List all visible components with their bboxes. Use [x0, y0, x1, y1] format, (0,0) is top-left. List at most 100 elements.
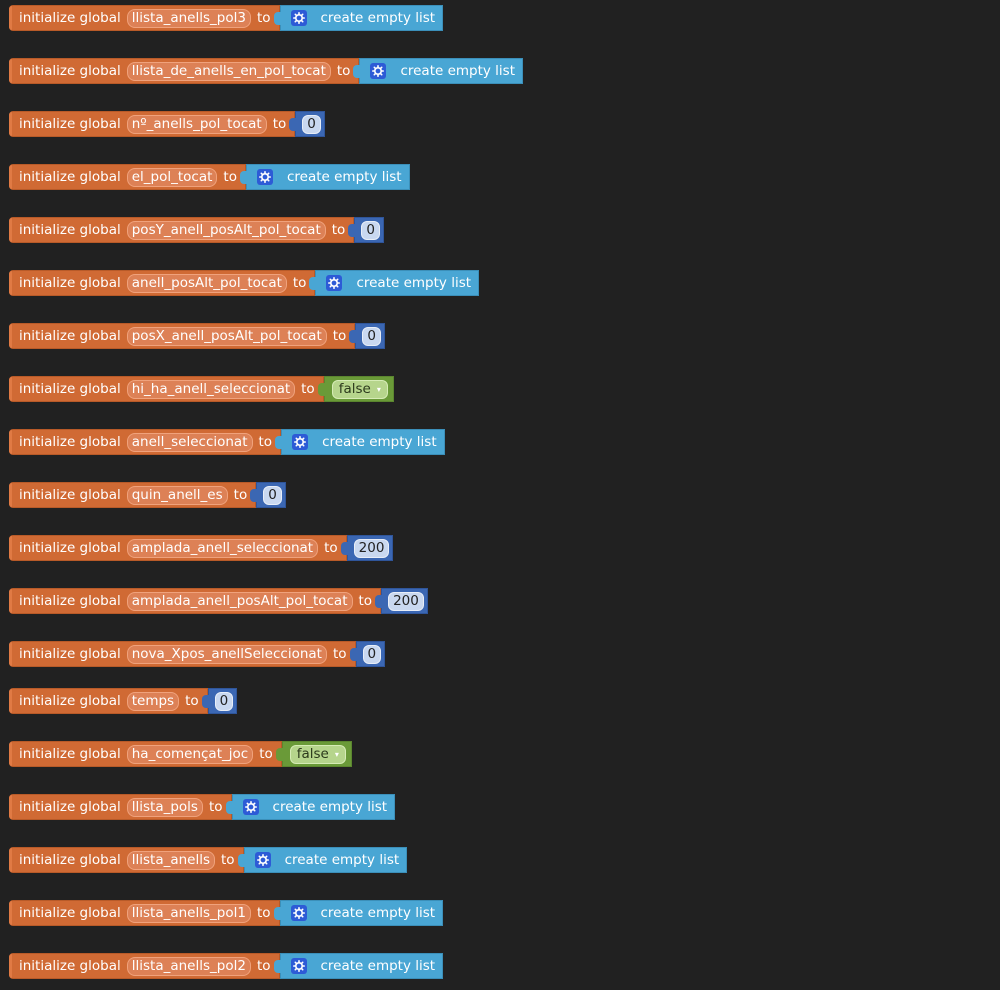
- boolean-block[interactable]: false ▾: [317, 376, 394, 402]
- create-empty-list-label: create empty list: [286, 169, 402, 185]
- number-value-field[interactable]: 0: [214, 691, 234, 711]
- number-block[interactable]: 0: [289, 111, 325, 137]
- gear-icon[interactable]: [242, 799, 259, 815]
- number-value-field[interactable]: 0: [362, 326, 381, 346]
- variable-name-field[interactable]: posY_anell_posAlt_pol_tocat: [126, 220, 326, 240]
- gear-icon[interactable]: [290, 10, 307, 26]
- global-variable-block[interactable]: initialize global quin_anell_es to 0: [9, 482, 286, 508]
- number-value-field[interactable]: 0: [302, 114, 321, 134]
- variable-name-field[interactable]: anell_posAlt_pol_tocat: [126, 273, 287, 293]
- initialize-global-block[interactable]: initialize global amplada_anell_seleccion…: [9, 535, 347, 561]
- initialize-global-block[interactable]: initialize global llista_anells to: [9, 847, 244, 873]
- to-label: to: [256, 958, 271, 974]
- global-variable-block[interactable]: initialize global temps to 0: [9, 688, 238, 714]
- initialize-global-block[interactable]: initialize global nova_Xpos_anellSeleccio…: [9, 641, 356, 667]
- global-variable-block[interactable]: initialize global anell_posAlt_pol_tocat t…: [9, 270, 480, 296]
- variable-name-field[interactable]: llista_anells: [126, 850, 216, 870]
- boolean-block[interactable]: false ▾: [275, 741, 352, 767]
- global-variable-block[interactable]: initialize global llista_anells to create e…: [9, 847, 408, 873]
- create-empty-list-block[interactable]: create empty list: [353, 58, 524, 84]
- gear-icon[interactable]: [254, 852, 271, 868]
- initialize-global-block[interactable]: initialize global el_pol_tocat to: [9, 164, 246, 190]
- global-variable-block[interactable]: initialize global amplada_anell_posAlt_po…: [9, 588, 428, 614]
- number-value-field[interactable]: 0: [361, 220, 380, 240]
- initialize-global-block[interactable]: initialize global hi_ha_anell_seleccionat…: [9, 376, 324, 402]
- number-block[interactable]: 0: [349, 641, 386, 667]
- create-empty-list-block[interactable]: create empty list: [225, 794, 396, 820]
- boolean-dropdown[interactable]: false ▾: [289, 744, 346, 764]
- global-variable-block[interactable]: initialize global nova_Xpos_anellSeleccio…: [9, 641, 386, 667]
- create-empty-list-block[interactable]: create empty list: [273, 5, 444, 31]
- gear-icon[interactable]: [292, 434, 309, 450]
- create-empty-list-block[interactable]: create empty list: [273, 953, 444, 979]
- initialize-global-block[interactable]: initialize global llista_de_anells_en_pol…: [9, 58, 360, 84]
- initialize-global-block[interactable]: initialize global llista_anells_pol3 to: [9, 5, 280, 31]
- gear-icon[interactable]: [256, 169, 273, 185]
- variable-name-field[interactable]: posX_anell_posAlt_pol_tocat: [126, 326, 327, 346]
- create-empty-list-block[interactable]: create empty list: [309, 270, 480, 296]
- global-variable-block[interactable]: initialize global llista_pols to create emp…: [9, 794, 396, 820]
- initialize-global-block[interactable]: initialize global anell_seleccionat to: [9, 429, 282, 455]
- variable-name-field[interactable]: nº_anells_pol_tocat: [126, 114, 267, 134]
- variable-name-field[interactable]: amplada_anell_posAlt_pol_tocat: [126, 591, 353, 611]
- variable-name-field[interactable]: llista_pols: [126, 797, 203, 817]
- variable-name-field[interactable]: nova_Xpos_anellSeleccionat: [126, 644, 327, 664]
- global-variable-block[interactable]: initialize global ha_començat_joc to false ▾: [9, 741, 352, 767]
- initialize-global-block[interactable]: initialize global quin_anell_es to: [9, 482, 257, 508]
- boolean-dropdown[interactable]: false ▾: [331, 379, 388, 399]
- variable-name-field[interactable]: llista_anells_pol2: [126, 956, 251, 976]
- initialize-global-block[interactable]: initialize global ha_començat_joc to: [9, 741, 282, 767]
- global-variable-block[interactable]: initialize global posX_anell_posAlt_pol_t…: [9, 323, 385, 349]
- number-block[interactable]: 0: [201, 688, 238, 714]
- create-empty-list-block[interactable]: create empty list: [273, 900, 444, 926]
- gear-icon[interactable]: [370, 63, 387, 79]
- initialize-global-label: initialize global: [19, 799, 121, 815]
- variable-name-field[interactable]: llista_anells_pol1: [126, 903, 251, 923]
- number-value-field[interactable]: 0: [362, 644, 382, 664]
- global-variable-block[interactable]: initialize global hi_ha_anell_seleccionat…: [9, 376, 394, 402]
- initialize-global-block[interactable]: initialize global llista_pols to: [9, 794, 232, 820]
- variable-name-field[interactable]: ha_començat_joc: [126, 744, 254, 764]
- global-variable-block[interactable]: initialize global amplada_anell_seleccion…: [9, 535, 394, 561]
- variable-name-field[interactable]: el_pol_tocat: [126, 167, 218, 187]
- gear-icon[interactable]: [326, 275, 343, 291]
- initialize-global-block[interactable]: initialize global posX_anell_posAlt_pol_t…: [9, 323, 356, 349]
- create-empty-list-block[interactable]: create empty list: [239, 164, 410, 190]
- initialize-global-block[interactable]: initialize global amplada_anell_posAlt_po…: [9, 588, 382, 614]
- global-variable-block[interactable]: initialize global nº_anells_pol_tocat to 0: [9, 111, 325, 137]
- global-variable-block[interactable]: initialize global llista_anells_pol1 to cre…: [9, 900, 444, 926]
- global-variable-block[interactable]: initialize global posY_anell_posAlt_pol_t…: [9, 217, 384, 243]
- initialize-global-block[interactable]: initialize global anell_posAlt_pol_tocat t…: [9, 270, 316, 296]
- global-variable-block[interactable]: initialize global anell_seleccionat to crea…: [9, 429, 445, 455]
- gear-icon[interactable]: [290, 905, 307, 921]
- variable-name-field[interactable]: quin_anell_es: [126, 485, 228, 505]
- number-value-field[interactable]: 0: [263, 485, 282, 505]
- initialize-global-block[interactable]: initialize global llista_anells_pol2 to: [9, 953, 280, 979]
- number-block[interactable]: 0: [348, 217, 384, 243]
- variable-name-field[interactable]: anell_seleccionat: [126, 432, 253, 452]
- variable-name-field[interactable]: temps: [126, 691, 180, 711]
- initialize-global-label: initialize global: [19, 116, 121, 132]
- initialize-global-block[interactable]: initialize global temps to: [9, 688, 208, 714]
- create-empty-list-block[interactable]: create empty list: [237, 847, 408, 873]
- initialize-global-block[interactable]: initialize global llista_anells_pol1 to: [9, 900, 280, 926]
- number-block[interactable]: 0: [349, 323, 385, 349]
- variable-name-field[interactable]: hi_ha_anell_seleccionat: [126, 379, 296, 399]
- number-value-field[interactable]: 200: [353, 538, 390, 558]
- initialize-global-block[interactable]: initialize global nº_anells_pol_tocat to: [9, 111, 296, 137]
- gear-icon[interactable]: [290, 958, 307, 974]
- variable-name-field[interactable]: amplada_anell_seleccionat: [126, 538, 319, 558]
- global-variable-block[interactable]: initialize global llista_de_anells_en_pol…: [9, 58, 524, 84]
- number-block[interactable]: 200: [375, 588, 428, 614]
- create-empty-list-block[interactable]: create empty list: [275, 429, 445, 455]
- number-value-field[interactable]: 200: [388, 591, 424, 611]
- initialize-global-block[interactable]: initialize global posY_anell_posAlt_pol_t…: [9, 217, 355, 243]
- global-variable-block[interactable]: initialize global llista_anells_pol3 to cre…: [9, 5, 444, 31]
- global-variable-block[interactable]: initialize global el_pol_tocat to create em…: [9, 164, 410, 190]
- global-variable-block[interactable]: initialize global llista_anells_pol2 to cre…: [9, 953, 444, 979]
- variable-name-field[interactable]: llista_anells_pol3: [126, 8, 251, 28]
- number-block[interactable]: 200: [340, 535, 394, 561]
- number-block[interactable]: 0: [250, 482, 286, 508]
- variable-name-field[interactable]: llista_de_anells_en_pol_tocat: [126, 61, 331, 81]
